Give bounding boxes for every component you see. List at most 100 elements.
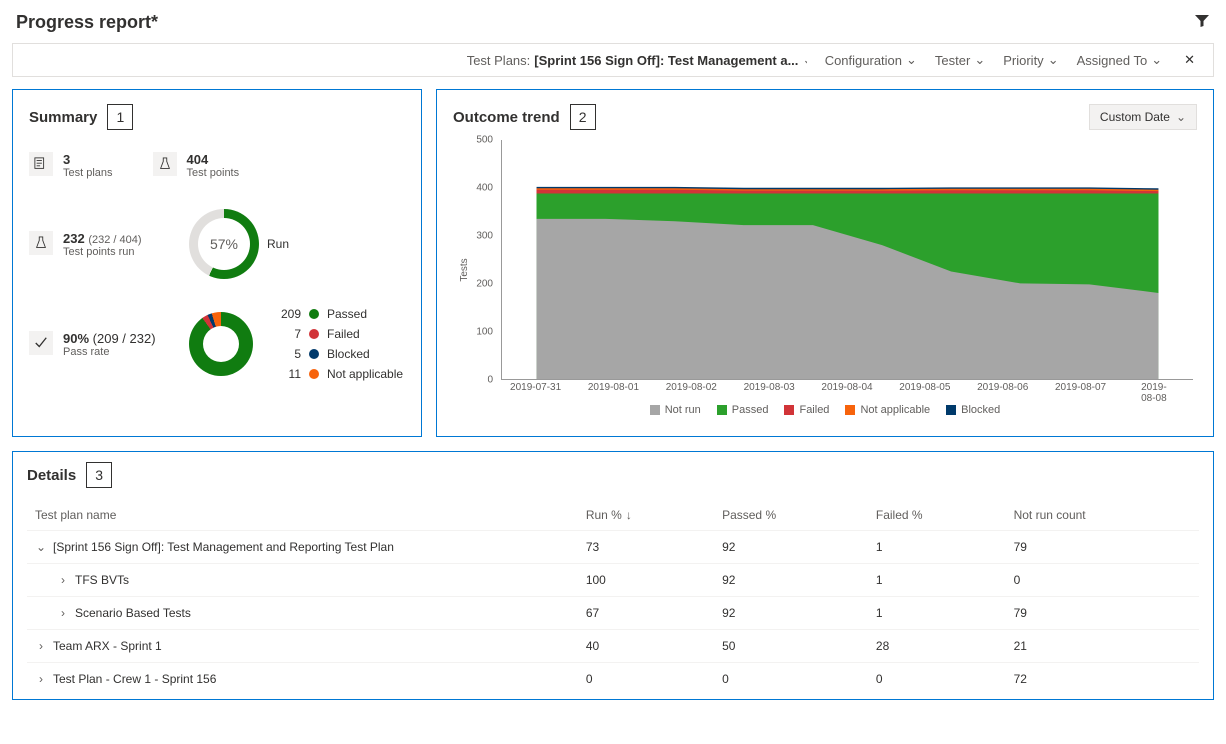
legend-label: Failed — [799, 404, 829, 416]
legend-swatch — [784, 405, 794, 415]
testplans-filter[interactable]: Test Plans: [Sprint 156 Sign Off]: Test … — [467, 52, 807, 68]
chevron-down-icon[interactable]: ⌄ — [35, 540, 47, 554]
trend-title: Outcome trend — [453, 109, 560, 126]
filter-label: Assigned To — [1077, 53, 1148, 68]
column-header[interactable]: Failed % — [868, 500, 1006, 531]
sort-desc-icon: ↓ — [626, 508, 632, 522]
column-header[interactable]: Passed % — [714, 500, 868, 531]
chevron-right-icon[interactable]: › — [35, 639, 47, 653]
legend-item: Passed — [717, 404, 769, 416]
chevron-right-icon[interactable]: › — [57, 606, 69, 620]
table-row[interactable]: › Team ARX - Sprint 1 40502821 — [27, 630, 1199, 663]
legend-item: Not applicable — [845, 404, 930, 416]
legend-swatch — [650, 405, 660, 415]
run-donut: 57% Run — [189, 209, 259, 279]
run-value: 232 — [63, 231, 85, 246]
run-frac: (232 / 404) — [88, 234, 141, 246]
legend-label: Not run — [665, 404, 701, 416]
filter-label: Tester — [935, 53, 970, 68]
cell: 28 — [868, 630, 1006, 663]
filter-priority[interactable]: Priority ⌄ — [1003, 52, 1058, 68]
legend-count: 11 — [279, 367, 301, 381]
legend-label: Not applicable — [860, 404, 930, 416]
filter-icon[interactable] — [1194, 13, 1210, 32]
filter-label: Priority — [1003, 53, 1043, 68]
y-tick: 300 — [476, 231, 493, 242]
x-tick: 2019-08-08 — [1141, 382, 1176, 404]
passrate-icon — [29, 331, 53, 355]
column-header[interactable]: Run %↓ — [578, 500, 714, 531]
column-header[interactable]: Test plan name — [27, 500, 578, 531]
cell: 21 — [1006, 630, 1199, 663]
x-tick: 2019-07-31 — [510, 382, 561, 393]
x-tick: 2019-08-06 — [977, 382, 1028, 393]
filter-tester[interactable]: Tester⌄ — [935, 52, 985, 68]
chevron-down-icon: ⌄ — [1048, 52, 1059, 68]
testplans-filter-label: Test Plans: — [467, 53, 531, 68]
cell: 1 — [868, 531, 1006, 564]
chevron-right-icon[interactable]: › — [57, 573, 69, 587]
trend-chart: Tests 0100200300400500 2019-07-312019-08… — [453, 140, 1197, 400]
y-tick: 200 — [476, 279, 493, 290]
plan-name: Team ARX - Sprint 1 — [53, 639, 162, 653]
plan-name: TFS BVTs — [75, 573, 129, 587]
legend-label: Not applicable — [327, 367, 403, 381]
legend-item: 7 Failed — [279, 327, 403, 341]
legend-item: Not run — [650, 404, 701, 416]
chevron-down-icon: ⌄ — [1176, 110, 1186, 124]
chevron-right-icon[interactable]: › — [35, 672, 47, 686]
details-badge: 3 — [86, 462, 112, 488]
custom-date-button[interactable]: Custom Date ⌄ — [1089, 104, 1197, 130]
run-percent: 57% — [210, 236, 238, 252]
table-row[interactable]: ›TFS BVTs1009210 — [27, 564, 1199, 597]
legend-item: 11 Not applicable — [279, 367, 403, 381]
summary-card: Summary 1 3 Test plans 404 Test point — [12, 89, 422, 437]
x-tick: 2019-08-03 — [744, 382, 795, 393]
plan-name: Test Plan - Crew 1 - Sprint 156 — [53, 672, 216, 686]
summary-title: Summary — [29, 109, 97, 126]
legend-swatch — [946, 405, 956, 415]
filter-configuration[interactable]: Configuration⌄ — [825, 52, 917, 68]
legend-label: Blocked — [327, 347, 370, 361]
x-tick: 2019-08-02 — [666, 382, 717, 393]
x-tick: 2019-08-05 — [899, 382, 950, 393]
legend-swatch — [309, 349, 319, 359]
page-title: Progress report* — [16, 12, 158, 33]
table-row[interactable]: ›Test Plan - Crew 1 - Sprint 15600072 — [27, 663, 1199, 696]
cell: 1 — [868, 597, 1006, 630]
testpoints-value: 404 — [187, 152, 240, 167]
x-tick: 2019-08-01 — [588, 382, 639, 393]
cell: 92 — [714, 531, 868, 564]
legend-count: 209 — [279, 307, 301, 321]
y-tick: 400 — [476, 183, 493, 194]
testplans-value: 3 — [63, 152, 113, 167]
filter-label: Configuration — [825, 53, 902, 68]
details-title: Details — [27, 467, 76, 484]
run-label: Test points run — [63, 246, 142, 258]
table-row[interactable]: ›Scenario Based Tests6792179 — [27, 597, 1199, 630]
run-icon — [29, 231, 53, 255]
summary-badge: 1 — [107, 104, 133, 130]
testpoints-stat: 404 Test points — [153, 152, 240, 179]
cell: 0 — [714, 663, 868, 696]
table-row[interactable]: ⌄ [Sprint 156 Sign Off]: Test Management … — [27, 531, 1199, 564]
legend-count: 7 — [279, 327, 301, 341]
close-icon[interactable]: ✕ — [1180, 52, 1199, 68]
legend-label: Blocked — [961, 404, 1000, 416]
run-stat: 232 (232 / 404) Test points run — [29, 231, 169, 258]
cell: 40 — [578, 630, 714, 663]
testplans-label: Test plans — [63, 167, 113, 179]
legend-item: Failed — [784, 404, 829, 416]
filter-bar: Test Plans: [Sprint 156 Sign Off]: Test … — [12, 43, 1214, 77]
chevron-down-icon: ⌄ — [1151, 52, 1162, 68]
plan-name: [Sprint 156 Sign Off]: Test Management a… — [53, 540, 394, 554]
cell: 0 — [578, 663, 714, 696]
legend-count: 5 — [279, 347, 301, 361]
cell: 50 — [714, 630, 868, 663]
column-header[interactable]: Not run count — [1006, 500, 1199, 531]
filter-assigned-to[interactable]: Assigned To⌄ — [1077, 52, 1163, 68]
chevron-down-icon: ⌄ — [802, 52, 806, 68]
legend-swatch — [309, 369, 319, 379]
details-card: Details 3 Test plan nameRun %↓Passed %Fa… — [12, 451, 1214, 700]
legend-swatch — [309, 309, 319, 319]
